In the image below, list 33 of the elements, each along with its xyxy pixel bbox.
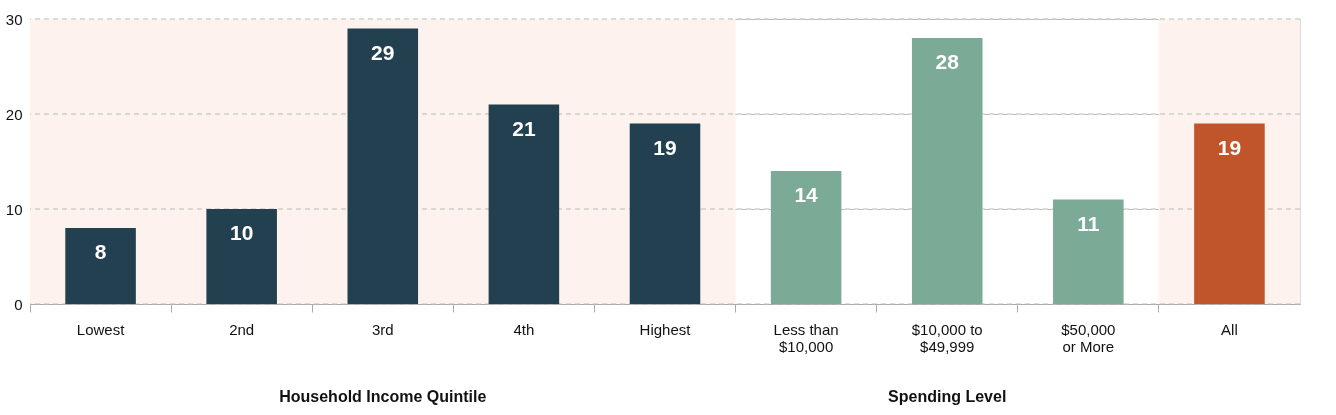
data-label: 8 <box>94 240 107 263</box>
text: Household Income Quintile <box>279 388 487 405</box>
bar <box>206 209 277 304</box>
y-tick-label: 30 <box>5 10 23 28</box>
data-label: 19 <box>653 135 677 159</box>
x-tick-label: All <box>1221 320 1238 338</box>
y-tick-label: 10 <box>5 200 23 218</box>
bar <box>65 228 136 304</box>
data-label: 21 <box>512 116 536 140</box>
x-tick-label: Less than $10,000 <box>773 320 839 355</box>
data-label: 10 <box>229 221 254 244</box>
x-tick-label: $10,000 to $49,999 <box>911 320 983 355</box>
bar <box>770 171 842 304</box>
bar <box>629 123 701 304</box>
bar <box>1194 123 1265 304</box>
x-tick-label: 4th <box>513 320 535 338</box>
y-tick-label: 20 <box>5 105 23 123</box>
data-label: 29 <box>371 40 395 64</box>
text: Spending Level <box>888 388 1007 405</box>
data-label: 14 <box>794 183 819 206</box>
x-tick-label: Highest <box>639 320 692 338</box>
data-label: 19 <box>1217 135 1242 159</box>
x-tick-label: Lowest <box>76 320 126 338</box>
bar <box>347 28 419 304</box>
y-tick-label: 0 <box>14 295 23 313</box>
x-tick-label: $50,000 or More <box>1061 320 1116 355</box>
x-tick-label: 3rd <box>371 320 394 338</box>
data-label: 11 <box>1077 211 1100 235</box>
bar <box>488 104 560 304</box>
bar <box>1053 199 1124 304</box>
x-tick-label: 2nd <box>229 320 255 338</box>
bar <box>911 38 983 304</box>
data-label: 28 <box>935 50 960 73</box>
